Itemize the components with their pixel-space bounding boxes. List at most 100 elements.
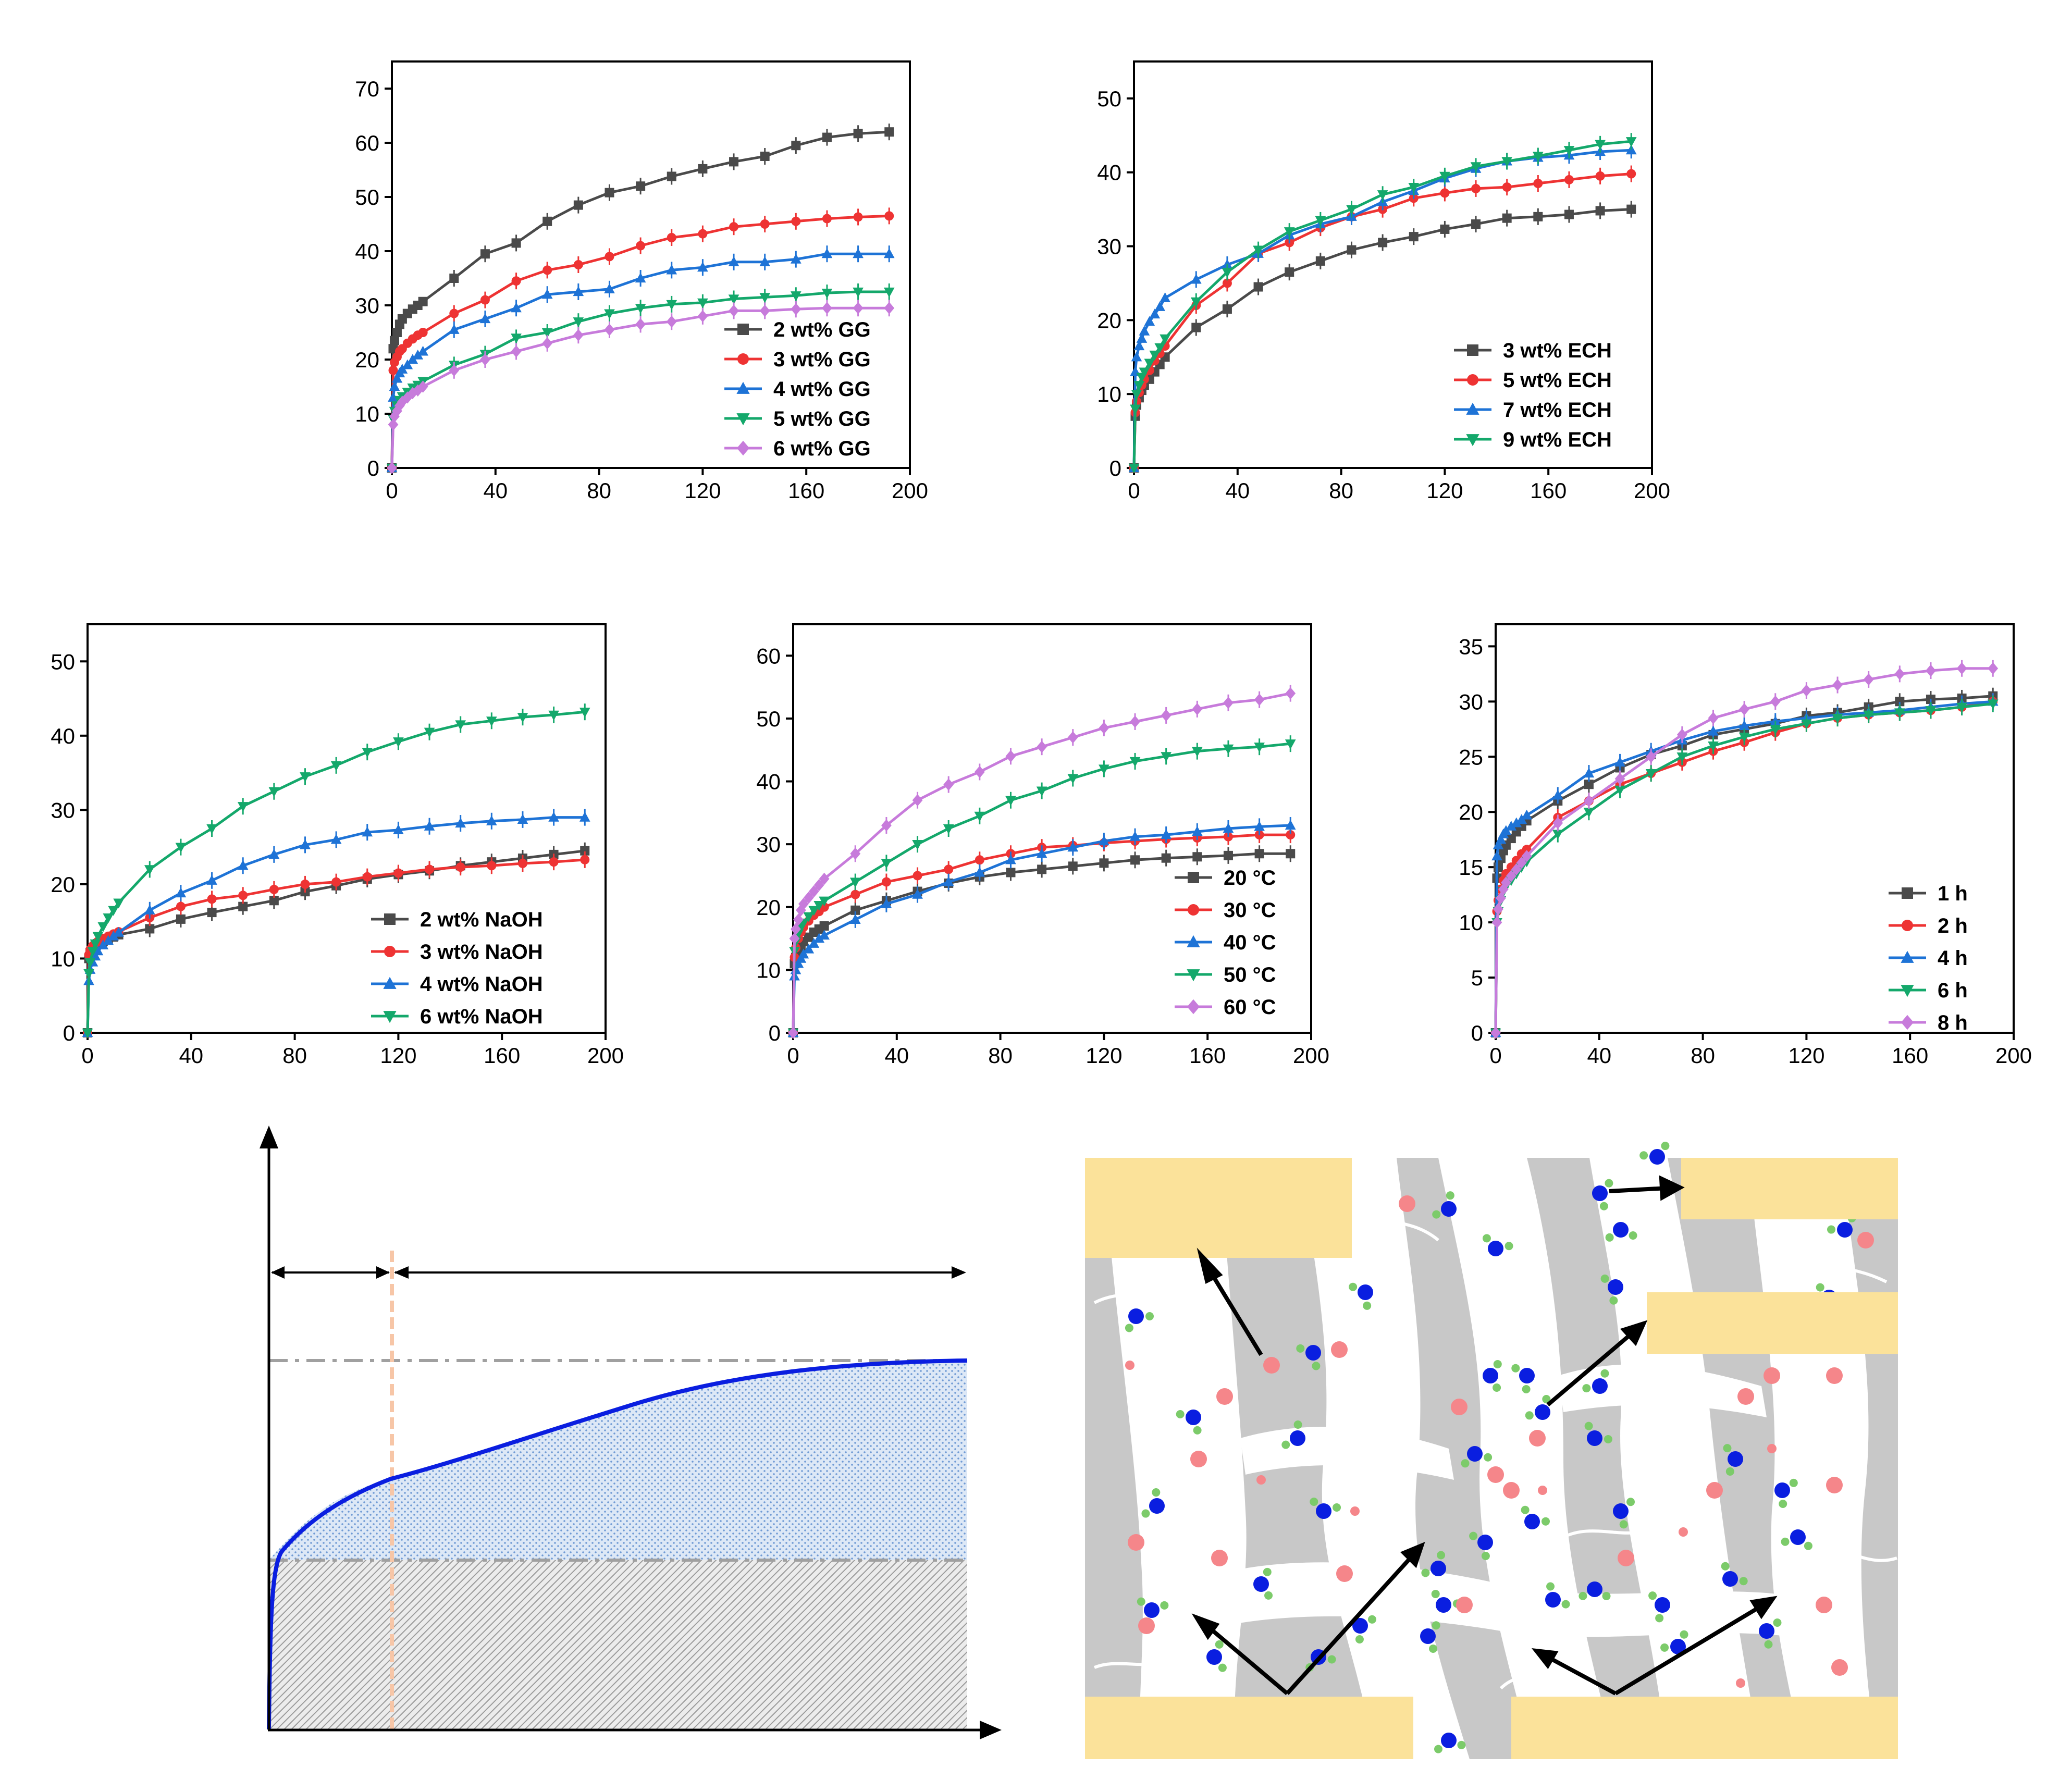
hydrogen-atom [1493, 1383, 1501, 1392]
data-point [1676, 728, 1687, 741]
x-tick-label: 40 [1587, 1043, 1611, 1068]
legend-swatch-marker [1187, 969, 1200, 982]
data-point [943, 824, 954, 834]
hydrogen-atom [1764, 1640, 1773, 1649]
data-point [1493, 839, 1504, 849]
data-point [1130, 855, 1140, 865]
data-point [853, 302, 864, 314]
data-point [511, 238, 521, 248]
oxygen-atom [1535, 1404, 1550, 1420]
data-point [517, 858, 527, 868]
arrow-adsorption-site [1207, 1268, 1263, 1356]
data-point [1285, 739, 1296, 749]
series-group-b [1128, 133, 1637, 474]
hydrogen-atom [1789, 1478, 1798, 1487]
data-point [480, 295, 490, 305]
water-molecule [1582, 1369, 1609, 1394]
data-point [1036, 786, 1047, 797]
y-tick-label: 0 [367, 456, 379, 480]
data-point [1191, 323, 1201, 332]
data-point [331, 877, 341, 887]
hydrogen-atom [1432, 1210, 1441, 1219]
oxygen-atom [1608, 1279, 1623, 1295]
data-point [425, 864, 435, 874]
y-tick-label: 50 [1097, 86, 1121, 111]
data-point [542, 216, 552, 226]
data-point [542, 337, 553, 350]
data-point [1595, 206, 1605, 216]
data-point [1129, 757, 1141, 767]
adsorption-site-dot [1857, 1232, 1874, 1249]
adsorption-site-dot [1831, 1659, 1848, 1676]
arrow-free-water [1609, 1186, 1668, 1193]
data-point [698, 229, 708, 239]
legend-label: 4 h [1938, 947, 1968, 970]
data-point [542, 265, 552, 275]
data-point [97, 939, 109, 949]
legend-entry: 30 °C [1175, 899, 1276, 922]
y-tick-label: 50 [51, 649, 75, 674]
data-point [362, 872, 372, 882]
y-tick-label: 60 [756, 644, 781, 668]
legend-label: 3 wt% NaOH [420, 941, 543, 963]
data-point [90, 939, 101, 949]
series-60-c [788, 685, 1296, 1039]
data-point [759, 256, 771, 266]
data-point [87, 947, 98, 957]
data-point [605, 252, 614, 262]
data-point [1738, 733, 1750, 743]
plot-frame-d [792, 623, 1312, 1034]
hydrogen-atom [1446, 1191, 1454, 1200]
data-point [759, 304, 770, 317]
data-point [511, 276, 521, 286]
hydrogen-atom [1349, 1282, 1358, 1291]
x-tick-label: 160 [1530, 478, 1567, 503]
y-tick-label: 30 [1097, 234, 1121, 259]
hydrogen-atom [1541, 1517, 1550, 1526]
data-point [791, 303, 801, 315]
legend-entry: 8 h [1889, 1011, 1968, 1034]
adsorption-site-dot [1451, 1399, 1468, 1415]
legend-swatch-marker [1902, 887, 1913, 899]
hydrogen-atom [1421, 1568, 1430, 1577]
data-point [573, 200, 583, 210]
data-point [1564, 209, 1574, 219]
data-point [1626, 169, 1636, 179]
hydrogen-atom [1431, 1589, 1440, 1598]
legend-swatch-marker [736, 381, 750, 394]
data-point [330, 834, 342, 844]
y-tick-label: 20 [1459, 800, 1483, 824]
y-tick-label: 30 [756, 832, 781, 857]
data-point [1552, 789, 1563, 800]
legend-entry: 9 wt% ECH [1454, 428, 1612, 451]
data-point [579, 708, 590, 718]
data-point [1285, 687, 1296, 700]
data-point [974, 765, 985, 778]
data-point [1532, 152, 1544, 162]
x-tick-label: 0 [386, 478, 398, 503]
data-point [849, 878, 861, 888]
data-point [487, 861, 497, 871]
data-point [1315, 256, 1325, 266]
data-point [605, 188, 614, 197]
data-point [1286, 830, 1296, 840]
data-point [1067, 731, 1078, 744]
water-molecule [1639, 1142, 1670, 1165]
arrow-head-macro-2 [1400, 1541, 1425, 1568]
data-point [207, 894, 217, 904]
data-point [1285, 820, 1296, 830]
series-5-wt-ech [1129, 165, 1636, 473]
data-point [144, 905, 155, 914]
data-point [1286, 849, 1296, 859]
data-point [1161, 829, 1172, 839]
oxygen-atom [1649, 1149, 1665, 1165]
hydrogen-atom [1619, 1520, 1628, 1529]
x-tick-label: 120 [1788, 1043, 1824, 1068]
data-point [1614, 785, 1625, 796]
data-point [1149, 350, 1161, 361]
data-point [1129, 831, 1141, 841]
data-point [1739, 703, 1750, 715]
data-point [238, 891, 248, 900]
hydrogen-atom [1437, 1551, 1446, 1560]
data-point [1625, 137, 1637, 147]
